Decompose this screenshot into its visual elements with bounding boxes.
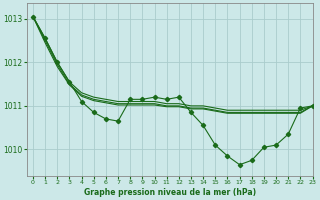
X-axis label: Graphe pression niveau de la mer (hPa): Graphe pression niveau de la mer (hPa) <box>84 188 256 197</box>
